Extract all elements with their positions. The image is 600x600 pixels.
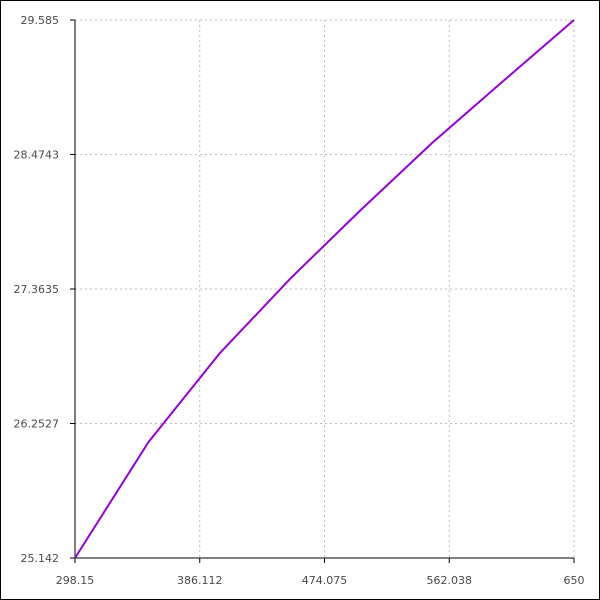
x-tick-label: 474.075 [302, 574, 348, 587]
tick-labels: 298.15 386.112 474.075 562.038 650 25.142 26.2… [14, 14, 585, 587]
series-line [74, 19, 575, 559]
x-tick-label: 562.038 [427, 574, 473, 587]
tick-marks [70, 19, 575, 563]
y-tick-label: 29.585 [21, 14, 60, 27]
y-tick-label: 27.3635 [14, 283, 60, 296]
y-tick-label: 28.4743 [14, 148, 60, 161]
grid-lines [75, 19, 575, 558]
x-tick-label: 650 [564, 574, 585, 587]
series-layer [74, 19, 575, 559]
y-tick-label: 25.142 [21, 552, 60, 565]
x-tick-label: 386.112 [177, 574, 223, 587]
x-tick-label: 298.15 [56, 574, 95, 587]
y-tick-label: 26.2527 [14, 418, 60, 431]
